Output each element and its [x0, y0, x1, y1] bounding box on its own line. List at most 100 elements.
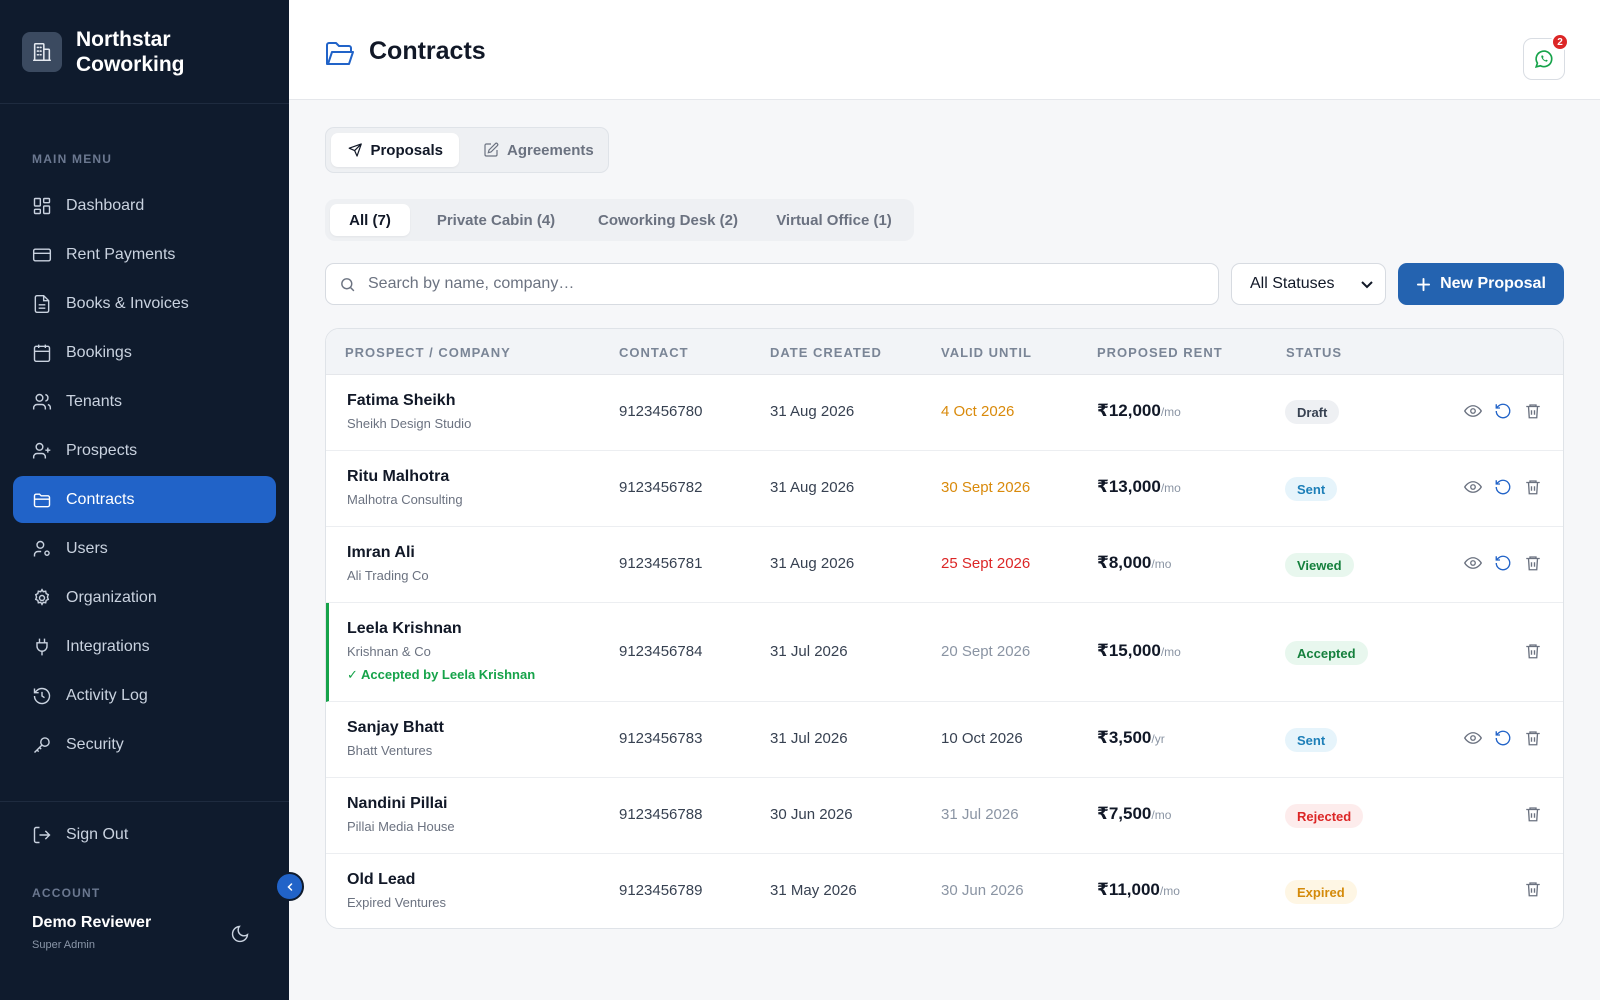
- brand[interactable]: Northstar Coworking: [22, 27, 185, 77]
- tab-proposals[interactable]: Proposals: [331, 133, 459, 167]
- view-toggle: Proposals Agreements: [325, 127, 609, 173]
- page-title: Contracts: [369, 37, 486, 65]
- date-created: 31 Jul 2026: [770, 730, 848, 747]
- filter-coworking-desk[interactable]: Coworking Desk (2): [597, 211, 739, 229]
- table-row[interactable]: Leela Krishnan Krishnan & Co ✓ Accepted …: [326, 603, 1563, 702]
- trash-icon[interactable]: [1524, 729, 1542, 747]
- trash-icon[interactable]: [1524, 880, 1542, 898]
- sidebar-item-organization[interactable]: Organization: [13, 574, 276, 621]
- column-header: VALID UNTIL: [941, 345, 1032, 360]
- proposals-table: PROSPECT / COMPANY CONTACT DATE CREATED …: [325, 328, 1564, 929]
- sidebar-item-dashboard[interactable]: Dashboard: [13, 182, 276, 229]
- sign-out-label: Sign Out: [66, 825, 129, 843]
- notification-badge: 2: [1551, 33, 1569, 51]
- rent-amount: ₹12,000: [1097, 401, 1161, 420]
- tab-agreements[interactable]: Agreements: [466, 133, 610, 167]
- contact-number: 9123456780: [619, 403, 703, 420]
- filter-all[interactable]: All (7): [330, 204, 410, 236]
- row-actions: [1464, 478, 1542, 496]
- sidebar-item-label: Books & Invoices: [66, 294, 189, 312]
- whatsapp-button[interactable]: [1523, 38, 1565, 80]
- sidebar-item-label: Activity Log: [66, 686, 148, 704]
- company-name: Expired Ventures: [347, 895, 447, 910]
- calendar-icon: [33, 344, 51, 362]
- table-row[interactable]: Imran Ali Ali Trading Co 9123456781 31 A…: [326, 527, 1563, 603]
- proposed-rent: ₹7,500/mo: [1097, 804, 1171, 824]
- tab-label: Proposals: [370, 141, 443, 159]
- date-created: 31 Aug 2026: [770, 403, 855, 420]
- sign-out-button[interactable]: Sign Out: [13, 811, 276, 858]
- date-created: 30 Jun 2026: [770, 806, 853, 823]
- proposed-rent: ₹15,000/mo: [1097, 641, 1181, 661]
- sidebar-item-tenants[interactable]: Tenants: [13, 378, 276, 425]
- resend-icon[interactable]: [1494, 554, 1512, 572]
- valid-until: 4 Oct 2026: [941, 403, 1015, 420]
- contact-number: 9123456784: [619, 643, 703, 660]
- contact-number: 9123456783: [619, 730, 703, 747]
- collapse-sidebar-button[interactable]: [275, 872, 304, 901]
- table-row[interactable]: Sanjay Bhatt Bhatt Ventures 9123456783 3…: [326, 702, 1563, 778]
- rent-unit: /mo: [1160, 481, 1181, 495]
- filter-private-cabin[interactable]: Private Cabin (4): [436, 211, 556, 229]
- valid-until: 20 Sept 2026: [941, 643, 1031, 660]
- status-badge: Sent: [1285, 728, 1338, 752]
- eye-icon[interactable]: [1464, 729, 1482, 747]
- main-menu: Dashboard Rent Payments Books & Invoices…: [13, 182, 276, 770]
- trash-icon[interactable]: [1524, 642, 1542, 660]
- rent-unit: /mo: [1159, 884, 1180, 898]
- proposed-rent: ₹3,500/yr: [1097, 728, 1165, 748]
- row-actions: [1464, 729, 1542, 747]
- table-row[interactable]: Fatima Sheikh Sheikh Design Studio 91234…: [326, 375, 1563, 451]
- status-filter-value: All Statuses: [1250, 275, 1335, 292]
- sidebar-item-label: Tenants: [66, 392, 123, 410]
- credit-card-icon: [32, 247, 52, 262]
- brand-name: Northstar Coworking: [76, 28, 185, 76]
- eye-icon[interactable]: [1464, 402, 1482, 420]
- valid-until: 30 Sept 2026: [941, 479, 1031, 496]
- resend-icon[interactable]: [1494, 478, 1512, 496]
- divider: [0, 801, 289, 802]
- gear-icon: [34, 587, 50, 606]
- prospect-name: Fatima Sheikh: [347, 392, 456, 409]
- sidebar-item-activity-log[interactable]: Activity Log: [13, 672, 276, 719]
- resend-icon[interactable]: [1494, 402, 1512, 420]
- chevron-left-icon: [286, 882, 292, 891]
- sidebar-item-users[interactable]: Users: [13, 525, 276, 572]
- rent-amount: ₹7,500: [1097, 804, 1152, 823]
- trash-icon[interactable]: [1524, 554, 1542, 572]
- date-created: 31 Aug 2026: [770, 555, 855, 572]
- contact-number: 9123456789: [619, 882, 703, 899]
- table-row[interactable]: Nandini Pillai Pillai Media House 912345…: [326, 778, 1563, 854]
- sidebar-item-security[interactable]: Security: [13, 721, 276, 768]
- row-actions: [1464, 554, 1542, 572]
- resend-icon[interactable]: [1494, 729, 1512, 747]
- status-filter-select[interactable]: All Statuses: [1231, 263, 1386, 305]
- table-row[interactable]: Ritu Malhotra Malhotra Consulting 912345…: [326, 451, 1563, 527]
- sidebar-item-bookings[interactable]: Bookings: [13, 329, 276, 376]
- users-icon: [32, 393, 52, 409]
- key-icon: [33, 736, 50, 753]
- edit-document-icon: [484, 142, 499, 157]
- sidebar-item-prospects[interactable]: Prospects: [13, 427, 276, 474]
- row-actions: [1524, 805, 1542, 823]
- sidebar-item-label: Security: [66, 735, 124, 753]
- sidebar-item-contracts[interactable]: Contracts: [13, 476, 276, 523]
- sidebar: Northstar Coworking MAIN MENU Dashboard …: [0, 0, 289, 1000]
- eye-icon[interactable]: [1464, 554, 1482, 572]
- trash-icon[interactable]: [1524, 805, 1542, 823]
- sidebar-item-label: Dashboard: [66, 196, 145, 214]
- eye-icon[interactable]: [1464, 478, 1482, 496]
- trash-icon[interactable]: [1524, 402, 1542, 420]
- filter-virtual-office[interactable]: Virtual Office (1): [776, 211, 892, 229]
- trash-icon[interactable]: [1524, 478, 1542, 496]
- company-name: Krishnan & Co: [347, 644, 431, 659]
- sidebar-item-books-invoices[interactable]: Books & Invoices: [13, 280, 276, 327]
- rent-unit: /mo: [1151, 808, 1172, 822]
- new-proposal-button[interactable]: New Proposal: [1398, 263, 1564, 305]
- table-row[interactable]: Old Lead Expired Ventures 9123456789 31 …: [326, 854, 1563, 928]
- sidebar-item-rent-payments[interactable]: Rent Payments: [13, 231, 276, 278]
- history-icon: [33, 687, 51, 704]
- search-input[interactable]: [368, 275, 1188, 293]
- sidebar-item-integrations[interactable]: Integrations: [13, 623, 276, 670]
- moon-icon[interactable]: [230, 924, 250, 944]
